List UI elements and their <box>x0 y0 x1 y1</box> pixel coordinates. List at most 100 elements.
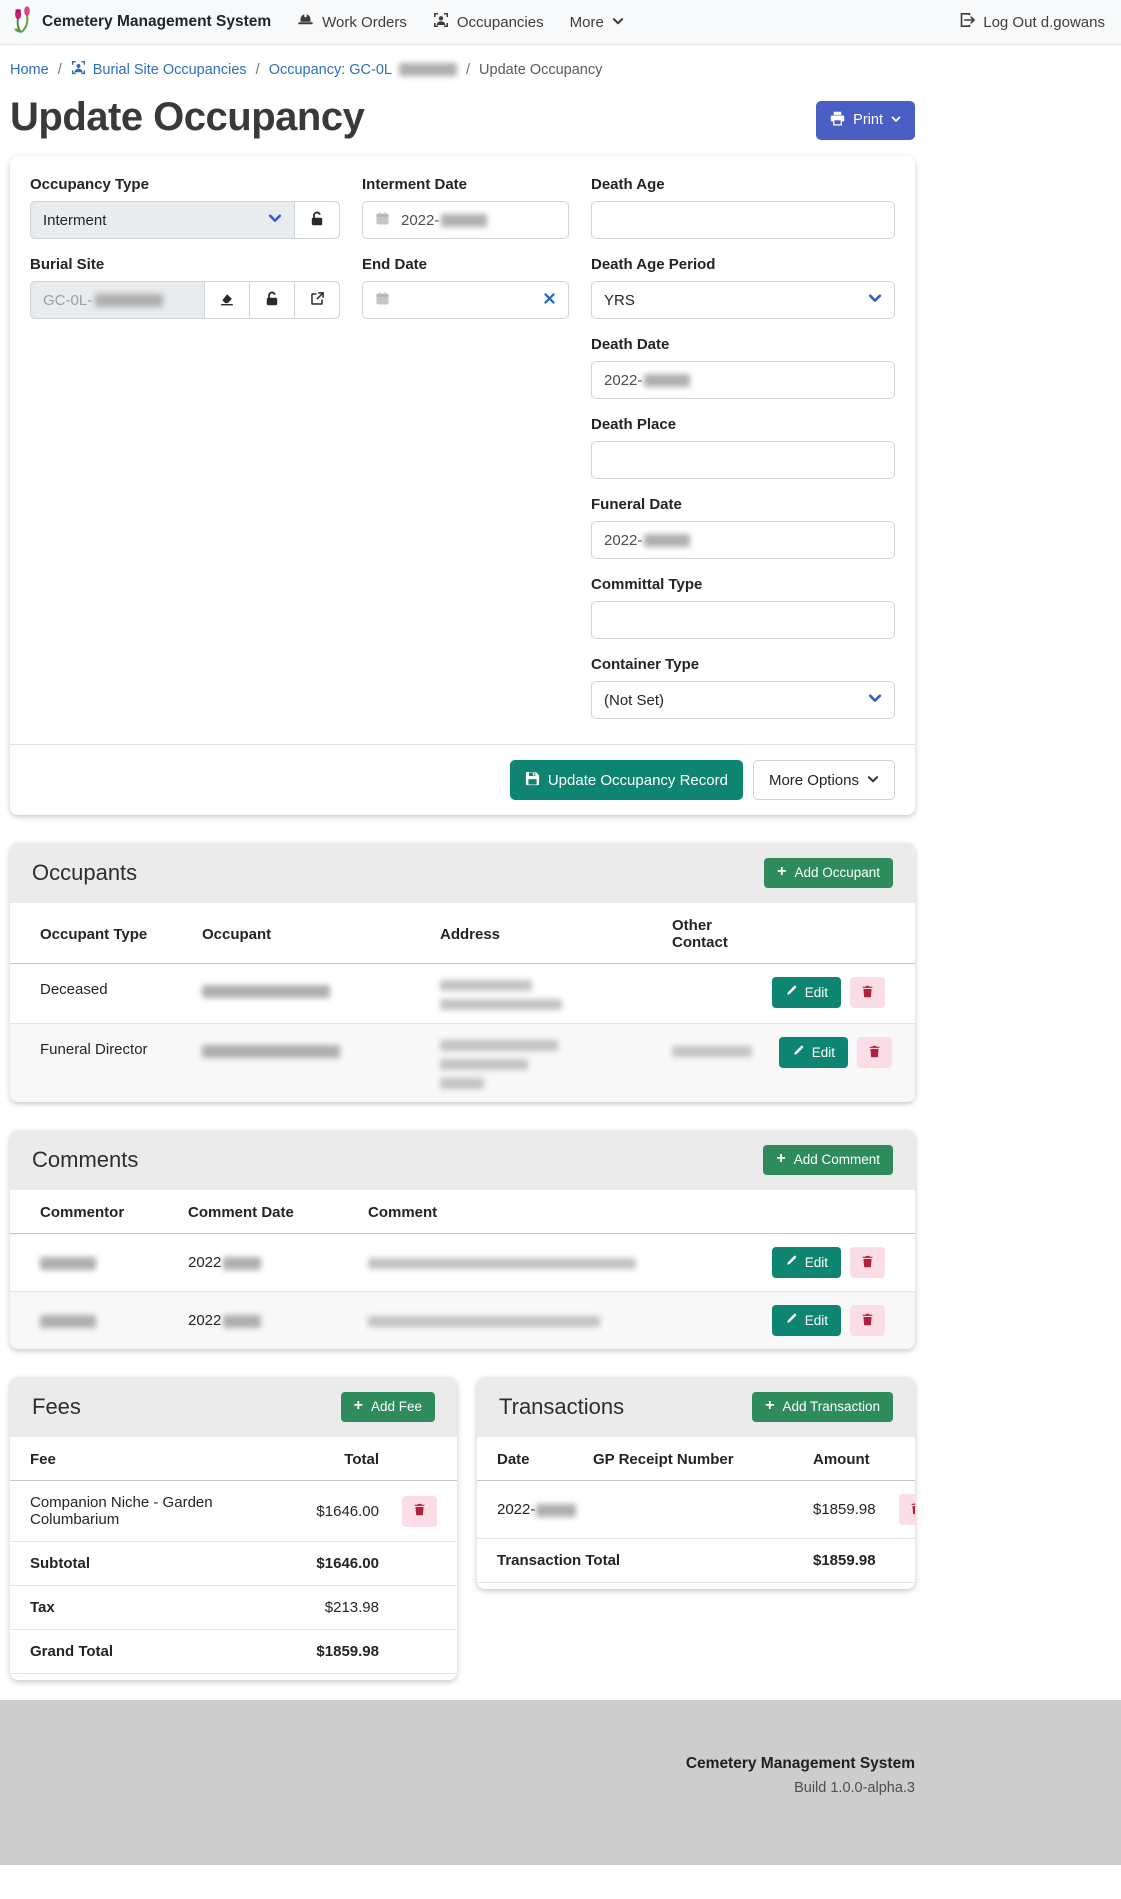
occupant-address-cell <box>440 977 662 1010</box>
transaction-total-label: Transaction Total <box>497 1552 621 1569</box>
grand-total-value: $1859.98 <box>316 1643 379 1660</box>
trash-icon <box>910 1502 915 1518</box>
fees-card: Fees + Add Fee Fee Total Companion Niche… <box>10 1377 457 1680</box>
unlock-icon <box>264 291 280 310</box>
redacted-text <box>440 999 562 1010</box>
update-occupancy-record-button[interactable]: Update Occupancy Record <box>509 760 743 800</box>
edit-occupant-button[interactable]: Edit <box>778 1037 848 1068</box>
breadcrumb-burial-site-occupancies-link[interactable]: Burial Site Occupancies <box>71 60 247 79</box>
edit-label: Edit <box>811 1044 835 1060</box>
edit-label: Edit <box>804 1254 828 1270</box>
fee-total-cell: $1646.00 <box>316 1502 379 1520</box>
table-row: 2022- $1859.98 <box>477 1481 915 1539</box>
breadcrumb-occupancy-link[interactable]: Occupancy: GC-0L <box>269 62 457 78</box>
logout-button[interactable]: Log Out d.gowans <box>959 12 1105 32</box>
delete-occupant-button[interactable] <box>850 977 885 1008</box>
trash-icon <box>861 1255 874 1271</box>
burial-site-open-link-button[interactable] <box>294 281 340 319</box>
plus-icon: + <box>765 1397 775 1414</box>
funeral-date-label: Funeral Date <box>591 496 682 513</box>
redacted-text <box>644 533 691 547</box>
burial-site-clear-button[interactable] <box>204 281 250 319</box>
column-header: Commentor <box>40 1204 125 1221</box>
print-button[interactable]: Print <box>816 101 915 140</box>
occupancy-type-label: Occupancy Type <box>30 176 149 193</box>
chevron-down-icon <box>867 773 879 788</box>
fees-table-header: Fee Total <box>10 1437 457 1481</box>
edit-occupant-button[interactable]: Edit <box>771 977 841 1008</box>
column-header: Total <box>344 1451 379 1468</box>
brand-title: Cemetery Management System <box>42 13 272 30</box>
nav-item-work-orders[interactable]: Work Orders <box>297 12 407 32</box>
add-comment-button[interactable]: + Add Comment <box>763 1145 893 1175</box>
container-type-value: (Not Set) <box>604 691 665 709</box>
fees-title: Fees <box>32 1394 81 1419</box>
pencil-icon <box>785 1255 797 1270</box>
end-date-field: End Date <box>362 256 569 319</box>
occupancy-type-unlock-button[interactable] <box>294 201 340 239</box>
table-row: Deceased Edit <box>10 964 915 1024</box>
nav-item-more[interactable]: More <box>570 14 624 31</box>
end-date-input[interactable] <box>362 281 569 319</box>
death-age-label: Death Age <box>591 176 665 193</box>
container-type-select[interactable]: (Not Set) <box>591 681 895 719</box>
table-row: Tax $213.98 <box>10 1586 457 1630</box>
more-options-button[interactable]: More Options <box>752 760 895 800</box>
comment-date-cell: 2022 <box>188 1312 222 1329</box>
comment-date-cell: 2022 <box>188 1254 222 1271</box>
trash-icon <box>413 1503 426 1519</box>
breadcrumb-label: Occupancy: GC-0L <box>268 61 392 78</box>
clear-date-icon[interactable] <box>543 292 556 309</box>
subtotal-value: $1646.00 <box>316 1555 379 1572</box>
committal-type-input[interactable] <box>591 601 895 639</box>
redacted-text <box>223 1314 262 1328</box>
breadcrumb: Home / Burial Site Occupancies / Occupan… <box>10 45 915 83</box>
chevron-down-icon <box>868 291 882 309</box>
add-occupant-button[interactable]: + Add Occupant <box>764 858 893 888</box>
death-age-period-select[interactable]: YRS <box>591 281 895 319</box>
calendar-icon <box>375 291 390 310</box>
nav-item-label: Work Orders <box>322 13 407 31</box>
death-date-input[interactable]: 2022- <box>591 361 895 399</box>
occupants-title: Occupants <box>32 860 138 885</box>
breadcrumb-home-link[interactable]: Home <box>10 61 49 78</box>
page-footer: Cemetery Management System Build 1.0.0-a… <box>0 1700 1121 1865</box>
redacted-text <box>672 1045 752 1057</box>
funeral-date-input[interactable]: 2022- <box>591 521 895 559</box>
delete-transaction-button[interactable] <box>898 1494 915 1525</box>
nav-item-occupancies[interactable]: Occupancies <box>433 12 544 32</box>
burial-site-unlock-button[interactable] <box>249 281 295 319</box>
burial-site-input[interactable]: GC-0L- <box>30 281 205 319</box>
redacted-text <box>399 63 457 76</box>
occupant-type-cell: Deceased <box>40 981 108 998</box>
add-transaction-button[interactable]: + Add Transaction <box>752 1392 893 1422</box>
add-fee-button[interactable]: + Add Fee <box>340 1392 435 1422</box>
death-place-input[interactable] <box>591 441 895 479</box>
tulip-logo-icon <box>12 5 33 40</box>
death-place-field: Death Place <box>591 416 895 479</box>
interment-date-input[interactable]: 2022- <box>362 201 569 239</box>
occupancy-type-field: Occupancy Type Interment <box>30 176 340 239</box>
delete-comment-button[interactable] <box>850 1305 885 1336</box>
funeral-date-field: Funeral Date 2022- <box>591 496 895 559</box>
occupancy-type-select[interactable]: Interment <box>30 201 295 239</box>
table-row: Companion Niche - Garden Columbarium $16… <box>10 1481 457 1542</box>
delete-comment-button[interactable] <box>850 1247 885 1278</box>
tax-label: Tax <box>30 1599 55 1616</box>
redacted-text <box>644 373 691 387</box>
breadcrumb-separator: / <box>57 61 62 78</box>
burial-site-field: Burial Site GC-0L- <box>30 256 340 319</box>
edit-comment-button[interactable]: Edit <box>771 1247 841 1278</box>
death-date-label: Death Date <box>591 336 670 353</box>
breadcrumb-current: Update Occupancy <box>479 61 603 78</box>
printer-icon <box>830 111 845 130</box>
edit-comment-button[interactable]: Edit <box>771 1305 841 1336</box>
death-age-period-label: Death Age Period <box>591 256 716 273</box>
table-row: Transaction Total $1859.98 <box>477 1539 915 1583</box>
chevron-down-icon <box>612 14 624 31</box>
app-brand: Cemetery Management System <box>12 5 271 40</box>
submit-label: Update Occupancy Record <box>547 771 728 789</box>
delete-occupant-button[interactable] <box>857 1037 892 1068</box>
death-age-input[interactable] <box>591 201 895 239</box>
delete-fee-button[interactable] <box>402 1495 437 1527</box>
